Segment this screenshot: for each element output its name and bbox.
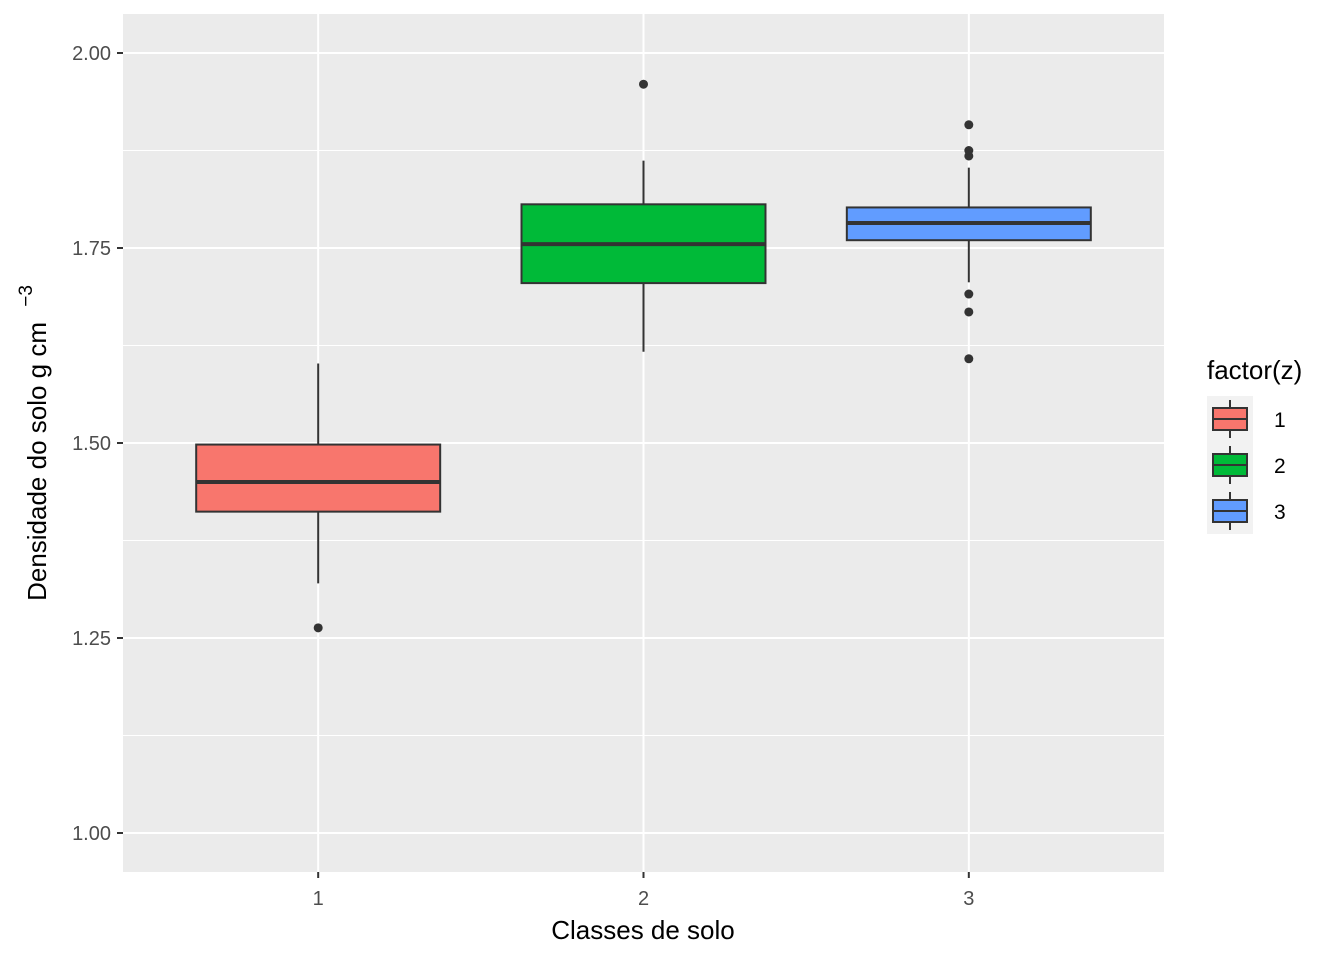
box-2 bbox=[520, 79, 767, 352]
legend-entry-1: 1 bbox=[1207, 396, 1286, 442]
legend-title: factor(z) bbox=[1207, 355, 1302, 385]
y-tick-label: 2.00 bbox=[72, 43, 111, 65]
legend-label: 1 bbox=[1274, 409, 1286, 432]
y-tick-label: 1.25 bbox=[72, 628, 111, 650]
outlier-point bbox=[964, 146, 974, 155]
legend-entry-3: 3 bbox=[1207, 488, 1286, 534]
y-tick-label: 1.75 bbox=[72, 238, 111, 260]
legend: factor(z) 1 2 3 bbox=[1207, 355, 1302, 534]
x-tick-label: 1 bbox=[313, 888, 324, 910]
y-tick-label: 1.00 bbox=[72, 823, 111, 845]
box-body bbox=[195, 443, 442, 513]
x-axis: 1 2 3 bbox=[313, 872, 974, 910]
legend-label: 3 bbox=[1274, 501, 1286, 524]
y-axis: 1.00 1.25 1.50 1.75 2.00 bbox=[72, 43, 123, 845]
legend-entry-2: 2 bbox=[1207, 442, 1286, 488]
outlier-point bbox=[639, 79, 648, 89]
legend-label: 2 bbox=[1274, 455, 1286, 478]
x-axis-title: Classes de solo bbox=[551, 915, 735, 945]
box-3 bbox=[845, 120, 1092, 364]
box-1 bbox=[195, 363, 442, 633]
x-tick-label: 3 bbox=[963, 888, 974, 910]
outlier-point bbox=[313, 623, 323, 633]
boxplots bbox=[195, 79, 1092, 633]
outlier-point bbox=[964, 289, 974, 299]
y-axis-title: Densidade do solo g cm −3 bbox=[16, 285, 52, 601]
y-tick-label: 1.50 bbox=[72, 433, 111, 455]
y-axis-title-superscript: −3 bbox=[16, 285, 37, 307]
outlier-point bbox=[964, 307, 974, 317]
svg-text:Densidade do solo g cm −: Densidade do solo g cm −3 bbox=[16, 285, 52, 601]
outlier-point bbox=[964, 120, 974, 130]
x-tick-label: 2 bbox=[638, 888, 649, 910]
y-axis-title-main: Densidade do solo g cm bbox=[22, 322, 52, 601]
outlier-point bbox=[964, 354, 974, 364]
